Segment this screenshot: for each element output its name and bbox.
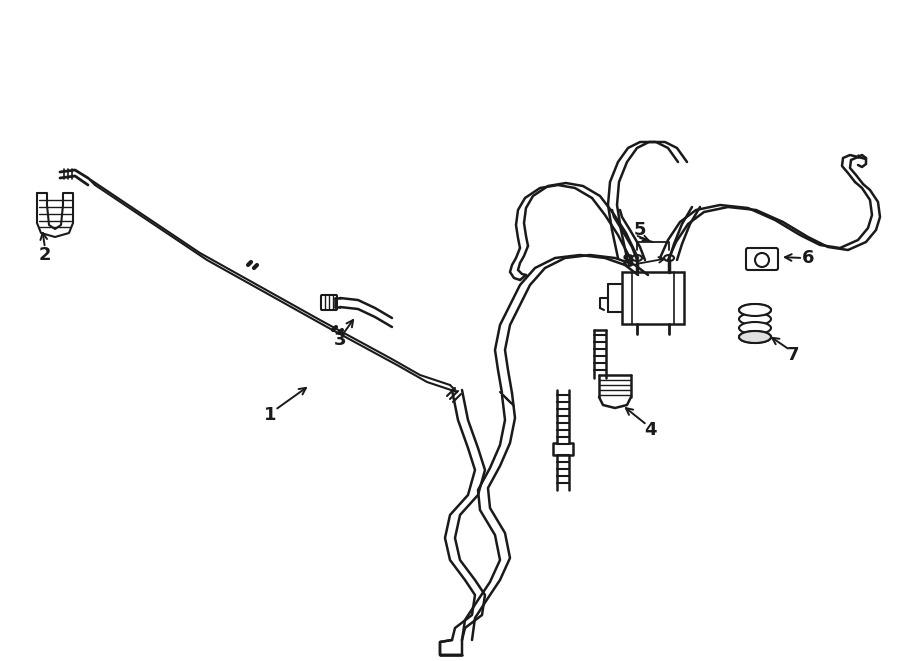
Ellipse shape [664,255,674,261]
FancyBboxPatch shape [321,295,337,310]
Text: 2: 2 [39,246,51,264]
Ellipse shape [739,304,771,316]
FancyBboxPatch shape [746,248,778,270]
Text: 6: 6 [802,249,814,267]
Ellipse shape [739,313,771,325]
Ellipse shape [739,322,771,334]
Text: 8: 8 [622,253,634,271]
Circle shape [755,253,769,267]
Ellipse shape [739,331,771,343]
Text: 4: 4 [644,421,656,439]
Text: 7: 7 [787,346,799,364]
Text: 5: 5 [634,221,646,239]
Ellipse shape [739,331,771,343]
Ellipse shape [739,304,771,316]
Text: 3: 3 [334,331,346,349]
Ellipse shape [632,255,642,261]
FancyBboxPatch shape [622,272,684,324]
Text: 1: 1 [264,406,276,424]
